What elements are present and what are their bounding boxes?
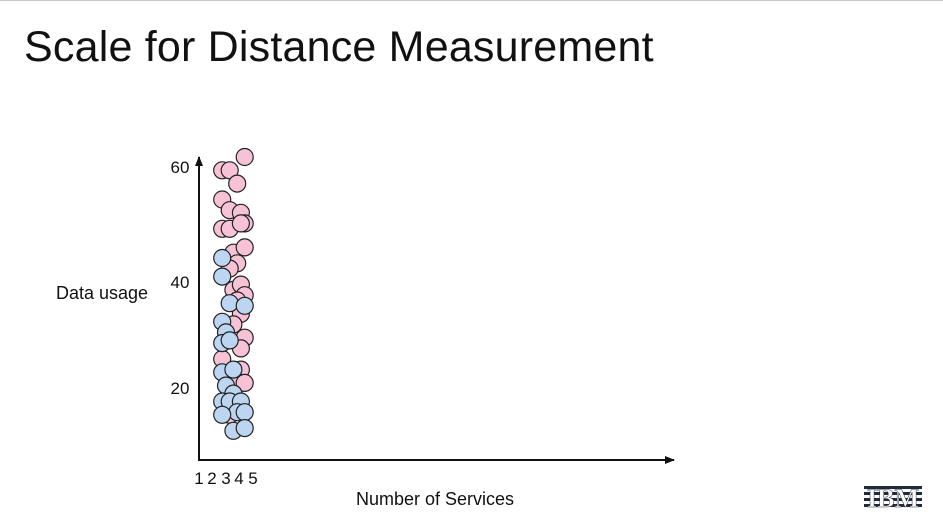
scatter-point	[235, 296, 254, 315]
scatter-point	[220, 331, 239, 350]
scatter-point	[213, 267, 232, 286]
x-tick-label: 1	[194, 469, 203, 488]
scatter-point	[231, 214, 250, 233]
y-tick-label: 20	[171, 379, 190, 398]
data-points	[213, 147, 254, 440]
scatter-point	[228, 174, 247, 193]
scatter-point	[224, 360, 243, 379]
scatter-point	[235, 419, 254, 438]
scatter-point	[235, 403, 254, 422]
x-tick-label: 4	[234, 469, 243, 488]
x-tick-label: 2	[207, 469, 216, 488]
y-axis-label: Data usage	[56, 283, 148, 303]
y-tick-label: 40	[171, 273, 190, 292]
x-axis-label: Number of Services	[356, 489, 514, 509]
y-tick-label: 60	[171, 158, 190, 177]
scatter-point	[235, 373, 254, 392]
ibm-logo: IBM	[864, 485, 922, 511]
scatter-point	[235, 147, 254, 167]
scatter-point	[235, 238, 254, 257]
slide-title: Scale for Distance Measurement	[24, 23, 654, 71]
scatter-point	[220, 294, 239, 313]
scatter-point	[213, 405, 232, 424]
x-tick-label: 5	[248, 469, 257, 488]
scatter-point	[213, 248, 232, 268]
x-tick-label: 3	[221, 469, 230, 488]
logo-text: IBM	[867, 485, 919, 511]
